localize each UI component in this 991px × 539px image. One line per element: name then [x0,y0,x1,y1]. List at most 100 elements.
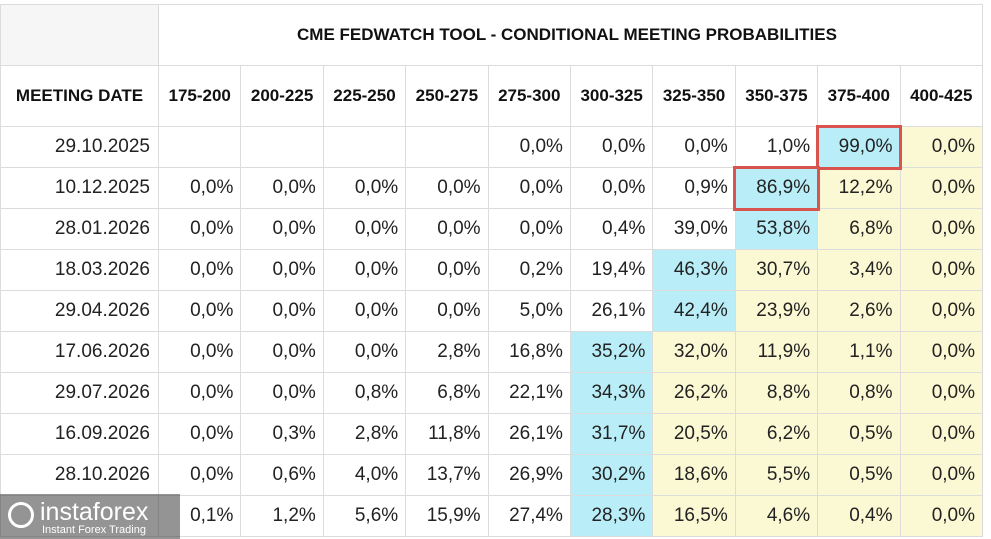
probability-cell: 0,0% [322,290,407,332]
probability-cell: 0,0% [899,413,984,455]
watermark-tagline: Instant Forex Trading [42,524,146,536]
watermark-logo [8,502,34,528]
meeting-date: 28.01.2026 [0,208,159,250]
probability-cell: 16,8% [487,331,571,373]
data-row: 18.03.2026 0,0% 0,0% 0,0% 0,0% 0,2% 19,4% 46,3%… [0,249,984,291]
probability-cell: 31,7% [569,413,654,455]
column-header: 350-375 [734,65,819,127]
table-body: 29.10.2025 0,0% 0,0% 0,0% 1,0% 99,0% 0,0% 10.12… [0,124,984,537]
probability-cell: 0,0% [157,372,242,414]
probability-cell: 30,7% [734,249,819,291]
probability-cell: 12,2% [817,167,901,209]
date-header: MEETING DATE [0,65,159,127]
probability-cell: 0,0% [322,331,407,373]
probability-cell: 0,8% [322,372,407,414]
probability-cell: 2,8% [405,331,489,373]
meeting-date: 10.12.2025 [0,167,159,209]
probability-cell: 42,4% [652,290,736,332]
probability-cell: 15,9% [405,495,489,537]
probability-cell: 23,9% [734,290,819,332]
empty-cell [240,126,324,168]
probability-cell: 0,0% [487,167,571,209]
data-row: 0,1% 1,2% 5,6% 15,9% 27,4% 28,3% 16,5% 4,6% 0,4%… [0,495,984,537]
data-row: 29.10.2025 0,0% 0,0% 0,0% 1,0% 99,0% 0,0% [0,124,984,170]
probability-cell: 0,0% [240,167,324,209]
probability-cell: 0,6% [240,454,324,496]
data-row: 10.12.2025 0,0% 0,0% 0,0% 0,0% 0,0% 0,0% 0,9% 86… [0,165,984,211]
column-header: 300-325 [569,65,654,127]
probability-cell: 46,3% [652,249,736,291]
probability-cell: 26,2% [652,372,736,414]
probability-cell: 5,0% [487,290,571,332]
title-row: CME FEDWATCH TOOL - CONDITIONAL MEETING … [0,4,983,66]
probability-cell: 1,2% [240,495,324,537]
column-header: 275-300 [487,65,571,127]
probability-cell: 0,0% [569,126,654,168]
probability-cell: 26,1% [487,413,571,455]
probability-cell: 0,0% [240,290,324,332]
probability-cell: 0,0% [405,249,489,291]
probability-cell: 28,3% [569,495,654,537]
probability-cell: 18,6% [652,454,736,496]
column-header: 250-275 [405,65,489,127]
probability-cell: 0,0% [899,249,984,291]
column-header: 400-425 [899,65,984,127]
probability-cell: 30,2% [569,454,654,496]
probability-cell: 0,0% [569,167,654,209]
probability-cell: 0,5% [817,454,901,496]
probability-cell: 19,4% [569,249,654,291]
probability-cell: 0,0% [240,331,324,373]
probability-cell: 16,5% [652,495,736,537]
probability-cell: 1,0% [734,126,819,168]
probability-cell: 32,0% [652,331,736,373]
data-row: 29.04.2026 0,0% 0,0% 0,0% 0,0% 5,0% 26,1% 42,4%… [0,290,984,332]
data-row: 29.07.2026 0,0% 0,0% 0,8% 6,8% 22,1% 34,3% 26,2… [0,372,984,414]
probability-cell: 1,1% [817,331,901,373]
data-row: 16.09.2026 0,0% 0,3% 2,8% 11,8% 26,1% 31,7% 20,… [0,413,984,455]
probability-cell: 0,0% [899,167,984,209]
data-row: 28.01.2026 0,0% 0,0% 0,0% 0,0% 0,0% 0,4% 39,0% 5… [0,208,984,250]
probability-cell: 0,0% [157,208,242,250]
probability-cell: 6,8% [405,372,489,414]
probability-cell: 5,6% [322,495,407,537]
meeting-date: 16.09.2026 [0,413,159,455]
probability-cell: 0,0% [157,454,242,496]
column-header: 225-250 [322,65,407,127]
probability-cell: 99,0% [815,124,903,170]
probability-cell: 22,1% [487,372,571,414]
probability-cell: 0,0% [240,249,324,291]
probability-cell: 6,2% [734,413,819,455]
column-header: 375-400 [817,65,901,127]
meeting-date: 29.04.2026 [0,290,159,332]
probability-cell: 3,4% [817,249,901,291]
empty-cell [157,126,242,168]
probability-cell: 0,0% [157,331,242,373]
probability-cell: 0,0% [487,208,571,250]
watermark: instaforex Instant Forex Trading [0,494,180,539]
data-row: 17.06.2026 0,0% 0,0% 0,0% 2,8% 16,8% 35,2% 32,0… [0,331,984,373]
probability-cell: 0,0% [240,372,324,414]
probability-cell: 34,3% [569,372,654,414]
probability-cell: 0,0% [157,413,242,455]
header-row: MEETING DATE 175-200 200-225 225-250 250-27… [0,65,984,127]
probability-cell: 2,8% [322,413,407,455]
probability-cell: 0,0% [899,290,984,332]
probability-cell: 2,6% [817,290,901,332]
probability-cell: 0,0% [899,454,984,496]
probability-cell: 0,0% [899,331,984,373]
probability-cell: 0,2% [487,249,571,291]
column-header: 175-200 [157,65,242,127]
probability-cell: 5,5% [734,454,819,496]
probability-cell: 4,0% [322,454,407,496]
probability-cell: 86,9% [733,165,820,211]
meeting-date: 29.07.2026 [0,372,159,414]
probability-cell: 0,0% [899,126,984,168]
probability-cell: 0,0% [652,126,736,168]
probability-cell: 0,9% [652,167,736,209]
probability-cell: 0,4% [817,495,901,537]
probability-cell: 4,6% [734,495,819,537]
column-header: 325-350 [652,65,736,127]
probability-cell: 53,8% [734,208,819,250]
